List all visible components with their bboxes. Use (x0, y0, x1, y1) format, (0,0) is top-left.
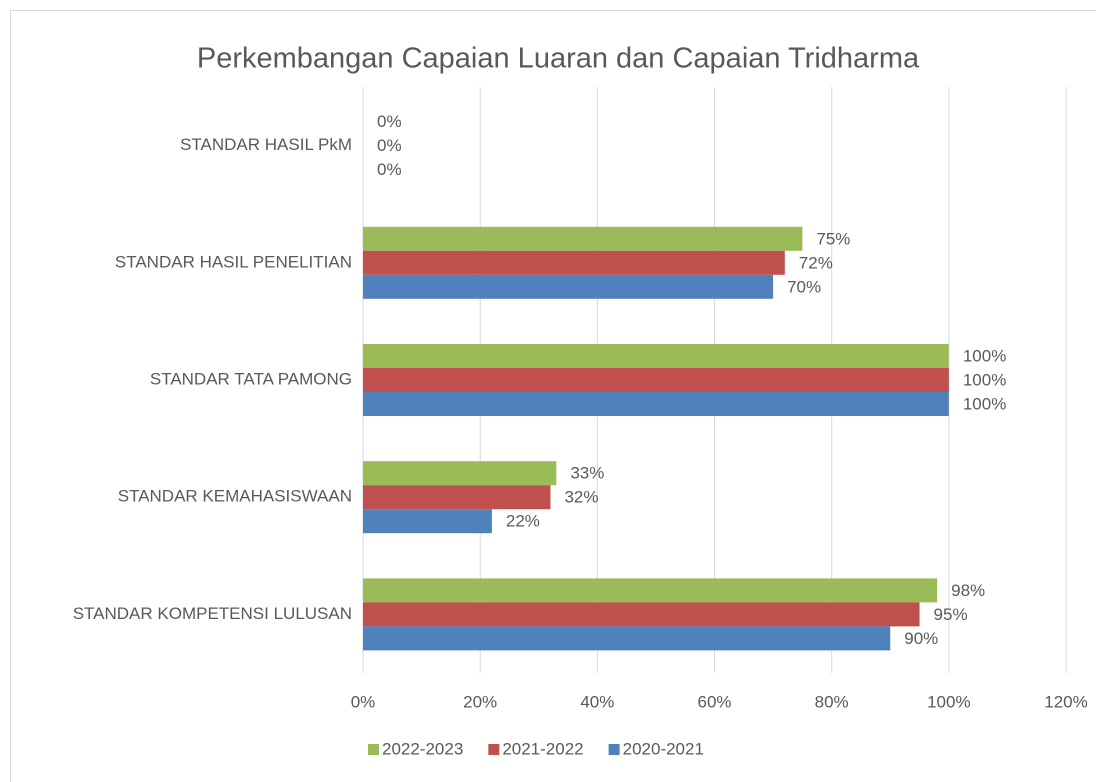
bar (363, 626, 891, 651)
data-label: 100% (963, 346, 1006, 365)
y-tick-label: STANDAR HASIL PENELITIAN (115, 252, 352, 271)
x-tick-label: 80% (815, 692, 849, 711)
legend-swatch (488, 744, 500, 755)
bar (363, 578, 938, 603)
data-label: 72% (799, 253, 833, 272)
chart-border (10, 10, 1096, 782)
bar (363, 509, 492, 534)
data-label: 75% (816, 229, 850, 248)
bar (363, 602, 920, 627)
bar (363, 344, 949, 368)
y-tick-label: STANDAR HASIL PkM (180, 135, 352, 154)
data-label: 98% (951, 581, 985, 600)
y-tick-label: STANDAR KEMAHASISWAAN (118, 487, 352, 506)
bar (363, 274, 774, 299)
bar (363, 485, 551, 510)
data-label: 95% (934, 605, 968, 624)
bar (363, 226, 803, 251)
data-label: 100% (963, 370, 1006, 389)
x-tick-label: 60% (697, 692, 731, 711)
legend-label: 2022-2023 (382, 739, 463, 758)
bar (363, 250, 785, 275)
data-label: 32% (564, 488, 598, 507)
x-tick-label: 100% (927, 692, 970, 711)
chart-title: Perkembangan Capaian Luaran dan Capaian … (197, 43, 920, 75)
bar (363, 392, 949, 416)
data-label: 22% (506, 512, 540, 531)
data-label: 100% (963, 394, 1006, 413)
bar (363, 461, 557, 486)
legend-swatch (608, 744, 620, 755)
y-tick-label: STANDAR TATA PAMONG (150, 369, 352, 388)
data-label: 33% (570, 464, 604, 483)
x-tick-label: 120% (1044, 692, 1087, 711)
legend-label: 2021-2022 (502, 739, 583, 758)
data-label: 90% (904, 629, 938, 648)
data-label: 0% (377, 160, 402, 179)
data-label: 70% (787, 277, 821, 296)
legend-label: 2020-2021 (623, 739, 704, 758)
x-tick-label: 20% (463, 692, 497, 711)
data-label: 0% (377, 136, 402, 155)
data-label: 0% (377, 112, 402, 131)
y-tick-label: STANDAR KOMPETENSI LULUSAN (73, 604, 352, 623)
x-tick-label: 0% (351, 692, 376, 711)
x-tick-label: 40% (580, 692, 614, 711)
legend-swatch (368, 744, 379, 755)
bar (363, 368, 949, 392)
